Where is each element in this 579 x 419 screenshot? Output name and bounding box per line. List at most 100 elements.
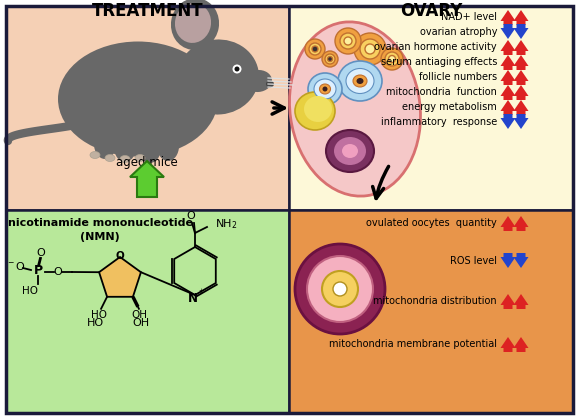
Ellipse shape: [266, 80, 274, 88]
FancyArrow shape: [514, 24, 529, 39]
Ellipse shape: [308, 73, 342, 105]
Text: OH: OH: [133, 318, 149, 328]
Text: nicotinamide mononucleotide: nicotinamide mononucleotide: [8, 218, 192, 228]
Ellipse shape: [357, 78, 364, 84]
Ellipse shape: [314, 79, 336, 99]
Ellipse shape: [365, 44, 375, 54]
Text: OVARY: OVARY: [400, 2, 462, 20]
Ellipse shape: [305, 39, 325, 59]
Ellipse shape: [381, 48, 403, 70]
Text: ovarian hormone activity: ovarian hormone activity: [375, 42, 497, 52]
Bar: [6, 6, 289, 210]
FancyArrow shape: [500, 24, 515, 39]
Text: O: O: [186, 211, 195, 221]
Bar: [6, 210, 289, 413]
Text: (NMN): (NMN): [80, 232, 120, 242]
Ellipse shape: [90, 152, 100, 158]
Ellipse shape: [334, 137, 366, 165]
FancyArrow shape: [514, 337, 529, 352]
Ellipse shape: [309, 43, 321, 55]
Text: P: P: [34, 264, 43, 277]
Ellipse shape: [295, 92, 335, 130]
Ellipse shape: [114, 132, 136, 162]
Ellipse shape: [157, 131, 179, 161]
FancyArrow shape: [500, 55, 515, 70]
Ellipse shape: [295, 244, 385, 334]
Text: HO: HO: [91, 310, 107, 320]
Ellipse shape: [328, 57, 332, 62]
Text: O: O: [54, 267, 63, 277]
Ellipse shape: [354, 33, 386, 65]
Ellipse shape: [175, 3, 211, 43]
Ellipse shape: [94, 129, 116, 159]
Text: $^+$: $^+$: [197, 288, 205, 298]
Ellipse shape: [338, 61, 382, 101]
Text: mitochondria  function: mitochondria function: [386, 87, 497, 97]
Ellipse shape: [312, 46, 318, 52]
FancyArrow shape: [500, 10, 515, 25]
Ellipse shape: [139, 133, 161, 163]
Text: mitochondria distribution: mitochondria distribution: [373, 296, 497, 306]
Ellipse shape: [171, 0, 219, 50]
Ellipse shape: [234, 67, 240, 72]
Ellipse shape: [344, 37, 352, 45]
Text: ovarian atrophy: ovarian atrophy: [420, 27, 497, 37]
FancyArrow shape: [500, 216, 515, 231]
Ellipse shape: [307, 256, 373, 322]
Ellipse shape: [244, 70, 272, 92]
FancyArrow shape: [500, 85, 515, 100]
Ellipse shape: [353, 75, 367, 87]
FancyArrow shape: [500, 114, 515, 129]
Text: NAD+ level: NAD+ level: [441, 12, 497, 22]
FancyArrow shape: [514, 100, 529, 115]
Ellipse shape: [346, 68, 374, 93]
FancyArrow shape: [514, 114, 529, 129]
Ellipse shape: [322, 51, 338, 67]
Text: ROS level: ROS level: [450, 256, 497, 266]
Ellipse shape: [320, 84, 331, 94]
FancyArrow shape: [500, 70, 515, 85]
Ellipse shape: [167, 64, 217, 104]
Ellipse shape: [389, 55, 395, 62]
Text: HO: HO: [86, 318, 104, 328]
FancyArrow shape: [514, 70, 529, 85]
Polygon shape: [99, 257, 141, 297]
FancyArrow shape: [514, 294, 529, 309]
Text: TREATMENT: TREATMENT: [91, 2, 203, 20]
Ellipse shape: [290, 22, 420, 196]
FancyArrow shape: [500, 100, 515, 115]
Ellipse shape: [135, 155, 145, 161]
Ellipse shape: [177, 39, 259, 114]
Ellipse shape: [360, 39, 380, 59]
Ellipse shape: [325, 54, 335, 64]
Text: $^-$O: $^-$O: [6, 260, 26, 272]
Ellipse shape: [120, 155, 130, 163]
Text: HO: HO: [22, 286, 38, 296]
Ellipse shape: [342, 144, 358, 158]
FancyArrow shape: [130, 161, 164, 197]
Text: aged mice: aged mice: [116, 156, 178, 169]
Text: O: O: [36, 248, 45, 258]
Ellipse shape: [322, 271, 358, 307]
Bar: [289, 210, 573, 413]
Ellipse shape: [340, 33, 356, 49]
Text: energy metabolism: energy metabolism: [402, 102, 497, 112]
Bar: [289, 6, 573, 210]
Ellipse shape: [233, 65, 241, 73]
Text: N: N: [188, 292, 198, 305]
FancyArrow shape: [500, 294, 515, 309]
FancyArrow shape: [514, 216, 529, 231]
Ellipse shape: [323, 86, 328, 91]
Text: mitochondria membrane potential: mitochondria membrane potential: [329, 339, 497, 349]
Text: inflammatory  response: inflammatory response: [381, 117, 497, 127]
FancyArrow shape: [500, 337, 515, 352]
Text: ovulated oocytes  quantity: ovulated oocytes quantity: [367, 218, 497, 228]
Ellipse shape: [105, 155, 115, 161]
Ellipse shape: [385, 52, 399, 66]
Text: NH$_2$: NH$_2$: [215, 217, 237, 231]
FancyArrow shape: [514, 40, 529, 55]
FancyArrow shape: [514, 253, 529, 268]
Ellipse shape: [335, 28, 361, 54]
FancyArrow shape: [500, 40, 515, 55]
Text: follicle numbers: follicle numbers: [419, 72, 497, 82]
